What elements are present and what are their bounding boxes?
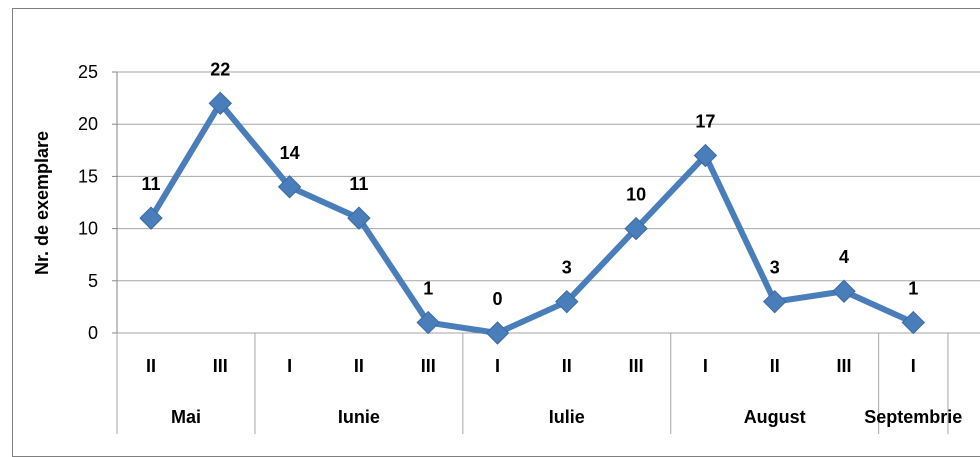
data-point (277, 175, 302, 199)
y-tick-label: 5 (88, 271, 98, 291)
data-label: 1 (423, 279, 433, 299)
x-group-label: Mai (171, 407, 201, 427)
x-tick-label: I (911, 356, 916, 376)
data-label: 3 (562, 258, 572, 278)
gridlines (117, 71, 980, 334)
y-axis-label: Nr. de exemplare (32, 131, 52, 275)
data-label: 11 (349, 174, 368, 194)
data-point (832, 279, 856, 303)
x-group-label: Iunie (338, 407, 380, 427)
data-label: 4 (839, 247, 849, 267)
x-group-label: Septembrie (864, 407, 962, 427)
x-tick-label: II (146, 356, 156, 376)
data-label: 10 (626, 185, 646, 205)
data-label: 22 (210, 59, 230, 79)
x-tick-label: I (703, 356, 708, 376)
x-tick-label: I (287, 356, 292, 376)
data-point (485, 321, 510, 345)
x-tick-label: II (354, 356, 364, 376)
x-tick-label: II (770, 356, 780, 376)
x-tick-label: III (421, 356, 436, 376)
y-tick-label: 20 (78, 114, 98, 134)
data-point (555, 289, 579, 314)
x-tick-label: III (629, 356, 644, 376)
data-label: 14 (280, 143, 300, 163)
data-point (139, 206, 163, 230)
data-point (208, 91, 233, 116)
x-tick-label: III (836, 356, 851, 376)
series-line (139, 91, 926, 345)
x-tick-label: II (562, 356, 572, 376)
y-tick-label: 10 (78, 219, 98, 239)
data-point (693, 143, 718, 168)
data-label: 1 (908, 279, 918, 299)
data-label: 11 (141, 174, 160, 194)
x-group-label: Iulie (549, 407, 585, 427)
data-point (416, 310, 440, 335)
data-point (762, 289, 787, 314)
y-tick-label: 0 (88, 323, 98, 343)
data-label: 3 (770, 258, 780, 278)
x-tick-label: I (495, 356, 500, 376)
data-label: 17 (695, 112, 715, 132)
series-path (148, 100, 915, 336)
y-axis: 0 5 10 15 20 25 (78, 62, 118, 343)
x-group-label: August (744, 407, 806, 427)
y-tick-label: 15 (78, 166, 98, 186)
x-tick-label: III (213, 356, 228, 376)
data-point (347, 206, 371, 230)
chart-frame (12, 8, 980, 457)
y-tick-label: 25 (78, 62, 98, 82)
data-point (624, 216, 648, 241)
data-label: 0 (492, 289, 502, 309)
data-point (901, 310, 926, 335)
